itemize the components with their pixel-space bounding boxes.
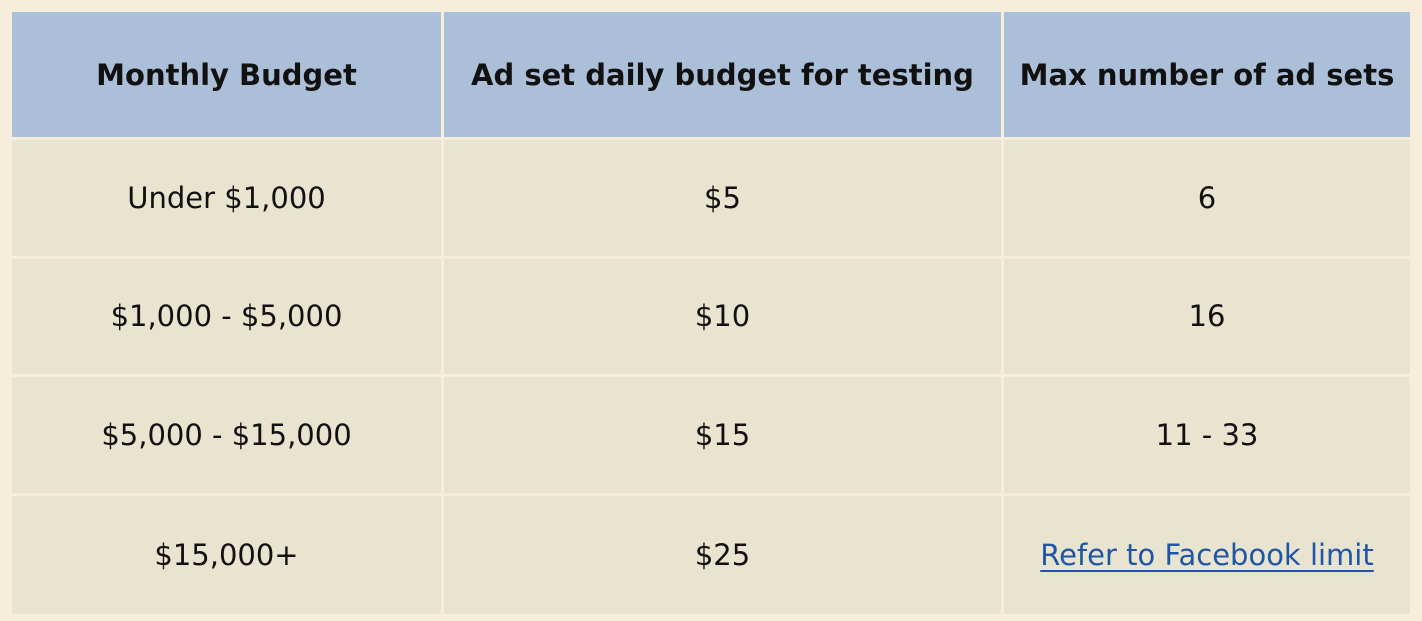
daily-budget-cell: $5	[444, 140, 1004, 259]
monthly-budget-cell: Under $1,000	[12, 140, 444, 259]
daily-budget-cell: $25	[444, 495, 1004, 614]
table-row: Under $1,000 $5 6	[12, 140, 1410, 259]
max-ad-sets-cell: 16	[1004, 258, 1410, 377]
table-row: $15,000+ $25 Refer to Facebook limit	[12, 495, 1410, 614]
max-ad-sets-cell: 11 - 33	[1004, 377, 1410, 496]
monthly-budget-cell: $5,000 - $15,000	[12, 377, 444, 496]
header-max-ad-sets: Max number of ad sets	[1004, 12, 1410, 140]
table-row: $5,000 - $15,000 $15 11 - 33	[12, 377, 1410, 496]
header-monthly-budget: Monthly Budget	[12, 12, 444, 140]
monthly-budget-cell: $15,000+	[12, 495, 444, 614]
table-header: Monthly Budget Ad set daily budget for t…	[12, 12, 1410, 140]
table-row: $1,000 - $5,000 $10 16	[12, 258, 1410, 377]
daily-budget-cell: $15	[444, 377, 1004, 496]
table-body: Under $1,000 $5 6 $1,000 - $5,000 $10 16…	[12, 140, 1410, 614]
budget-table: Monthly Budget Ad set daily budget for t…	[12, 12, 1410, 614]
max-ad-sets-cell: 6	[1004, 140, 1410, 259]
header-row: Monthly Budget Ad set daily budget for t…	[12, 12, 1410, 140]
monthly-budget-cell: $1,000 - $5,000	[12, 258, 444, 377]
header-ad-set-daily-budget: Ad set daily budget for testing	[444, 12, 1004, 140]
max-ad-sets-cell: Refer to Facebook limit	[1004, 495, 1410, 614]
daily-budget-cell: $10	[444, 258, 1004, 377]
facebook-limit-link[interactable]: Refer to Facebook limit	[1040, 537, 1374, 572]
